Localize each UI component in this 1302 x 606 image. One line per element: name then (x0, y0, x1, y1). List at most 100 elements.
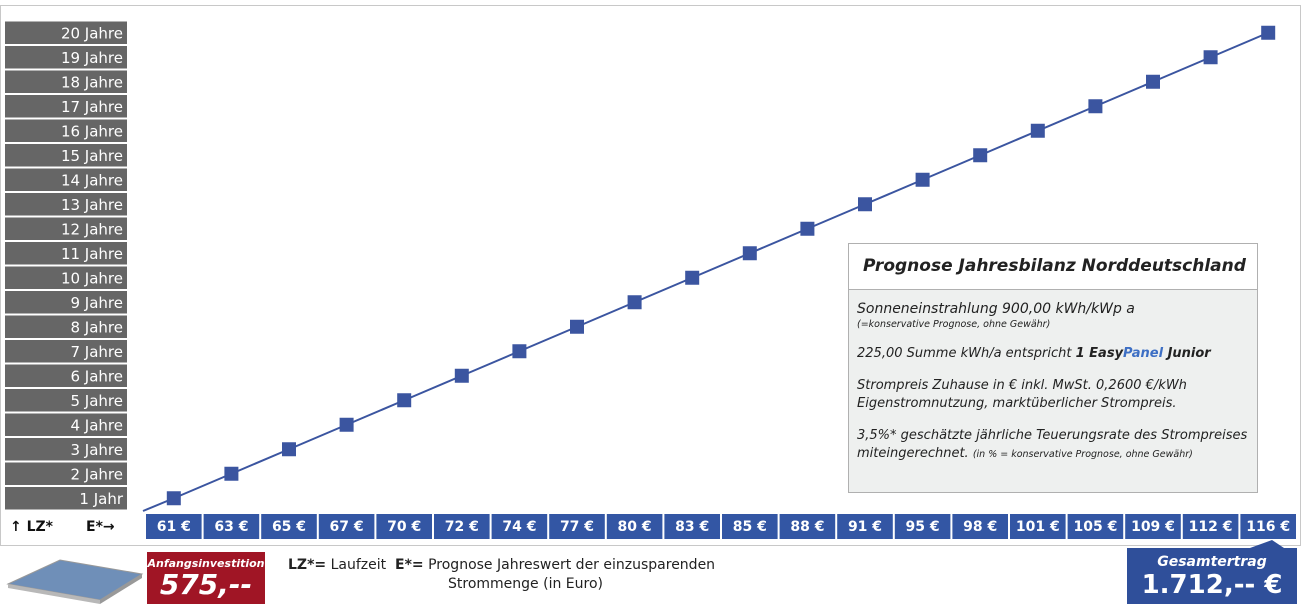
x-tick-label: 95 € (906, 519, 940, 535)
x-tick-box (952, 514, 1008, 539)
point (1261, 25, 1276, 40)
y-tick-box (5, 315, 127, 338)
x-tick-box (1125, 514, 1181, 539)
x-tick-box (1240, 514, 1296, 539)
x-tick-box (664, 514, 720, 539)
x-tick-box (261, 514, 317, 539)
x-tick-box (1067, 514, 1124, 539)
y-tick-label: 12 Jahre (61, 220, 123, 238)
y-tick-box (5, 487, 127, 510)
y-tick-box (5, 193, 127, 216)
x-tick-box (203, 514, 260, 539)
x-tick-label: 83 € (675, 519, 709, 535)
investment-label: Anfangsinvestition (147, 557, 265, 570)
x-tick-box (894, 514, 951, 539)
point (858, 197, 872, 212)
x-tick-box (1010, 514, 1066, 539)
point (166, 491, 181, 506)
info-line: 3,5%* geschätzte jährliche Teuerungsrate… (857, 428, 1248, 443)
x-tick-box (722, 514, 778, 539)
frame (0, 5, 1301, 546)
x-tick-label: 98 € (963, 519, 997, 535)
info-line: Sonneneinstrahlung 900,00 kWh/kWp a (857, 301, 1135, 317)
panel-image (6, 559, 144, 604)
x-tick-label: 101 € (1016, 519, 1060, 535)
y-tick-label: 7 Jahre (71, 343, 124, 361)
x-tick-label: 91 € (848, 519, 882, 535)
y-tick-label: 2 Jahre (71, 465, 124, 483)
y-tick-label: 6 Jahre (71, 367, 124, 385)
y-tick-box (5, 119, 127, 142)
legend-text: Laufzeit (330, 557, 387, 573)
y-tick-box (5, 438, 127, 461)
y-tick-label: 5 Jahre (71, 392, 124, 410)
x-tick-box (549, 514, 605, 539)
x-tick-label: 70 € (387, 519, 421, 535)
y-tick-box (5, 95, 127, 118)
x-tick-box (606, 514, 663, 539)
y-tick-label: 15 Jahre (61, 147, 123, 165)
point (282, 442, 296, 457)
x-tick-label: 61 € (157, 519, 191, 535)
info-box: Prognose Jahresbilanz Norddeutschland So… (848, 243, 1258, 493)
x-tick-label: 63 € (214, 519, 248, 535)
pointer (1250, 540, 1284, 548)
info-line: miteingerechnet. (in % = konservative Pr… (857, 445, 1257, 464)
point (915, 172, 930, 187)
investment-value: 575,-- (159, 568, 253, 601)
x-tick-label: 88 € (790, 519, 824, 535)
legend-key: E*= (395, 557, 424, 573)
point (339, 417, 354, 432)
line (173, 31, 1269, 500)
y-tick-label: 11 Jahre (61, 245, 123, 263)
y-tick-label: 3 Jahre (71, 441, 124, 459)
info-title: Prognose Jahresbilanz Norddeutschland (849, 244, 1257, 290)
x-tick-box (376, 514, 432, 539)
y-tick-box (5, 242, 127, 265)
point (570, 319, 584, 334)
x-tick-label: 80 € (618, 519, 652, 535)
y-tick-box (5, 462, 127, 485)
investment-box: Anfangsinvestition 575,-- (147, 552, 265, 604)
y-tick-label: 1 Jahr (79, 490, 123, 508)
x-tick-box (146, 514, 202, 539)
point (1030, 123, 1045, 138)
info-note: (in % = konservative Prognose, ohne Gewä… (972, 449, 1193, 460)
x-tick-box (491, 514, 548, 539)
point (685, 270, 700, 285)
y-tick-box (5, 413, 127, 436)
y-tick-box (5, 21, 127, 44)
y-tick-label: 18 Jahre (61, 73, 123, 91)
y-tick-box (5, 70, 127, 93)
x-tick-box (837, 514, 893, 539)
y-tick-label: 8 Jahre (71, 318, 124, 336)
y-tick-label: 4 Jahre (71, 416, 124, 434)
y-tick-box (5, 46, 127, 69)
y-tick-box (5, 217, 127, 240)
total-box: Gesamtertrag 1.712,-- € (1127, 548, 1297, 604)
y-tick-box (5, 168, 127, 191)
x-tick-label: 116 € (1246, 519, 1290, 535)
point (800, 221, 815, 236)
point (397, 393, 412, 408)
y-tick-box (5, 364, 127, 387)
point (973, 148, 988, 163)
x-tick-label: 65 € (272, 519, 306, 535)
y-tick-label: 17 Jahre (61, 98, 123, 116)
info-text: 225,00 Summe kWh/a entspricht (857, 346, 1076, 361)
info-line: Eigenstromnutzung, marktüberlicher Strom… (857, 396, 1177, 411)
x-tick-box (434, 514, 490, 539)
legend-text: Strommenge (in Euro) (448, 576, 603, 592)
point (512, 344, 527, 359)
total-label: Gesamtertrag (1157, 554, 1267, 570)
info-line: 225,00 Summe kWh/a entspricht 1 EasyPane… (857, 345, 1257, 363)
y-tick-label: 13 Jahre (61, 196, 123, 214)
x-tick-label: 105 € (1073, 519, 1117, 535)
point (1203, 50, 1218, 65)
x-tick-label: 109 € (1131, 519, 1175, 535)
info-line: Strompreis Zuhause in € inkl. MwSt. 0,26… (857, 378, 1187, 393)
x-tick-box (1182, 514, 1239, 539)
point (627, 295, 642, 310)
x-tick-box (318, 514, 375, 539)
